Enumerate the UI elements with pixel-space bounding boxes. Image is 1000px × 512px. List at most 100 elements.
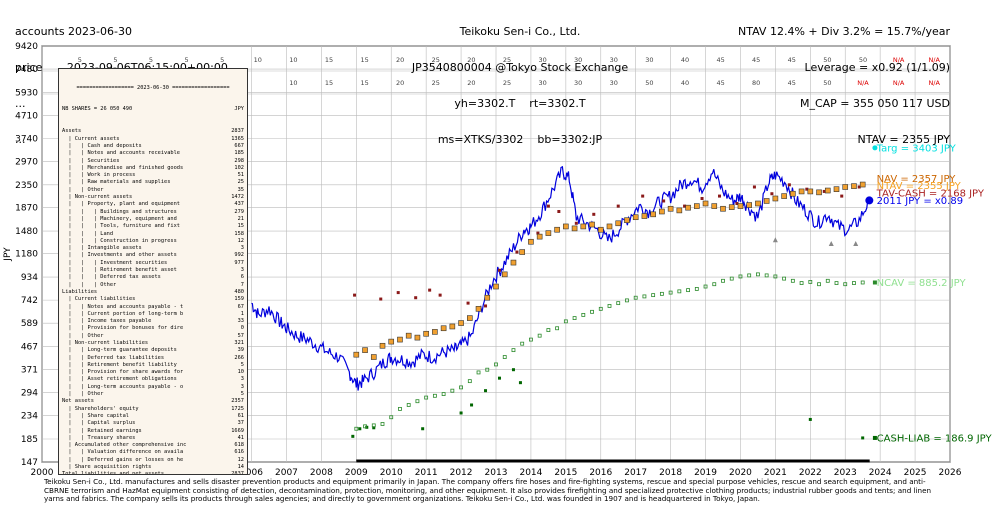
balance-sheet-item: | | Other	[62, 391, 104, 398]
y-tick-label: 4710	[15, 111, 38, 121]
ncav-point	[790, 278, 795, 283]
triangle-point	[853, 241, 859, 247]
cash-liab-point	[470, 403, 474, 407]
balance-sheet-value: 102	[234, 164, 244, 171]
ncav-point	[659, 291, 664, 296]
top-row2-label: 15	[360, 79, 368, 87]
balance-sheet-row: | | Other 5	[62, 391, 244, 398]
div-point	[414, 296, 418, 300]
top-row1-label: 5	[220, 56, 224, 64]
div-point	[805, 187, 809, 191]
balance-sheet-value: 6	[240, 274, 244, 281]
nav-point	[685, 204, 691, 211]
div-point	[515, 250, 519, 254]
nav-point	[755, 200, 761, 207]
ncav-point	[354, 426, 359, 431]
annotation-label: NTAV = 2355 JPY	[877, 181, 962, 192]
balance-sheet-value: 2837	[231, 128, 244, 135]
div-point	[857, 185, 861, 189]
ncav-point	[485, 367, 490, 372]
x-tick-label: 2020	[729, 468, 752, 478]
ncav-point	[677, 289, 682, 294]
ncav-point	[817, 282, 821, 287]
company-description: Teikoku Sen-i Co., Ltd. manufactures and…	[44, 477, 932, 504]
balance-sheet-item: | | Other	[62, 332, 104, 339]
balance-sheet-value: 0	[240, 325, 244, 332]
x-tick-label: 2013	[485, 468, 508, 478]
nav-point	[388, 338, 395, 345]
balance-sheet-row: | | Treasury shares 41	[62, 435, 244, 442]
nav-point	[702, 200, 709, 207]
x-tick-label: 2021	[764, 468, 787, 478]
nav-point	[676, 207, 683, 214]
balance-sheet-item: | Non-current liabilities	[62, 339, 149, 346]
div-point	[396, 291, 400, 295]
ncav-marker	[872, 280, 877, 285]
balance-sheet-row: Liabilities 480	[62, 289, 244, 296]
balance-sheet-item: | | Retained earnings	[62, 427, 142, 434]
nav-point	[737, 203, 744, 209]
nav-point	[353, 351, 360, 358]
cash-liab-point	[808, 417, 812, 421]
div-point	[536, 231, 540, 235]
balance-sheet-row: | | | Other 7	[62, 282, 244, 289]
ncav-point	[406, 403, 411, 407]
header-right: NTAV 12.4% + Div 3.2% = 15.7%/year Lever…	[738, 2, 950, 158]
ncav-point	[712, 282, 717, 287]
nav-point	[554, 226, 560, 233]
ncav-point	[642, 294, 647, 299]
div-point	[840, 194, 844, 198]
balance-sheet-item: | Current assets	[62, 135, 120, 142]
ncav-point	[371, 423, 376, 428]
balance-sheet-value: 2357	[231, 398, 244, 405]
balance-sheet-row: | Non-current liabilities 321	[62, 340, 244, 347]
balance-sheet-value: 35	[237, 186, 244, 193]
ncav-point	[415, 399, 420, 404]
balance-sheet-value: 480	[234, 288, 244, 295]
div-point	[822, 189, 826, 193]
balance-sheet-row: | | Asset retirement obligations 3	[62, 376, 244, 383]
ncav-point	[843, 282, 848, 287]
nav-point	[711, 203, 718, 209]
balance-sheet-value: 2837	[231, 471, 244, 475]
annotation-label: NCAV = 885.2 JPY	[877, 278, 967, 289]
y-tick-label: 2970	[15, 157, 38, 167]
balance-sheet-row: | | Provision for share awards for 10	[62, 369, 244, 376]
balance-sheet-value: 25	[237, 179, 244, 186]
balance-sheet-row: | | Securities 298	[62, 158, 244, 165]
balance-sheet-value: 266	[234, 354, 244, 361]
y-tick-label: 371	[21, 365, 38, 375]
nav-point	[571, 225, 578, 232]
ncav-point	[694, 287, 699, 291]
top-row1-label: 5	[149, 56, 153, 64]
leverage: Leverage = x0.92 (1/1.09)	[804, 61, 950, 74]
balance-sheet-item: | | Asset retirement obligations	[62, 376, 177, 383]
cash-liab-point	[511, 368, 515, 372]
y-tick-label: 1480	[15, 227, 38, 237]
balance-sheet-value: 1	[240, 310, 244, 317]
ncav-point	[651, 293, 656, 298]
balance-sheet-item: Net assets	[62, 398, 94, 405]
y-tick-label: 9420	[15, 42, 38, 52]
balance-sheet-row: Assets 2837	[62, 128, 244, 135]
top-row1-label: 15	[360, 56, 368, 64]
balance-sheet-item: | | Current portion of long-term b	[62, 310, 184, 317]
balance-sheet-row: | | Retirement benefit liability 5	[62, 362, 244, 369]
x-tick-label: 2026	[939, 468, 962, 478]
balance-sheet-value: 3	[240, 267, 244, 274]
ncav-point	[459, 385, 463, 390]
price-line	[251, 165, 870, 391]
top-row1-label: 20	[396, 56, 404, 64]
ncav-point	[738, 274, 743, 279]
ncav-point	[537, 333, 542, 338]
nav-point	[606, 223, 613, 230]
balance-sheet-rows: Assets 2837 | Current assets 1365 | | Cash…	[62, 128, 244, 475]
ncav-point	[476, 370, 481, 375]
balance-sheet-value: 57	[237, 332, 244, 339]
balance-sheet-row: | | | Retirement benefit asset 3	[62, 267, 244, 274]
nav-point	[694, 203, 700, 209]
ncav-point	[511, 348, 516, 353]
nav-point	[720, 205, 726, 212]
balance-sheet-item: | | Valuation difference on availa	[62, 449, 184, 456]
balance-sheet-panel: ================== 2023-06-30 ==========…	[58, 68, 248, 475]
